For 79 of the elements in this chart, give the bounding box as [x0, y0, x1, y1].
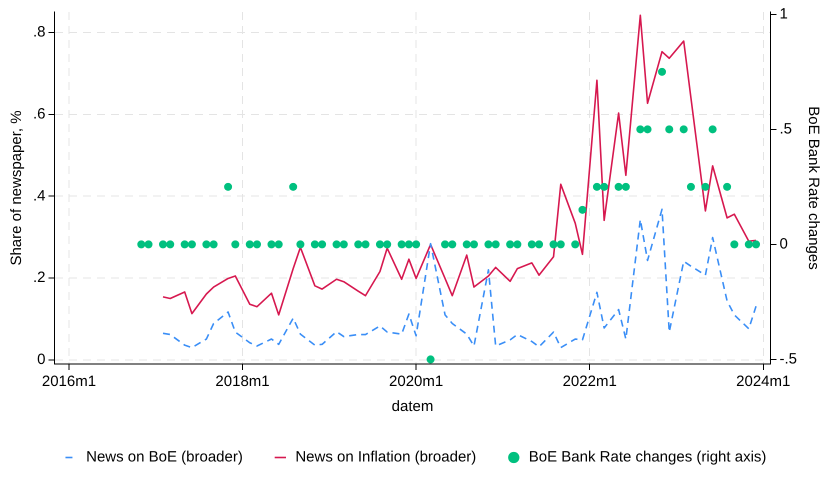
point: [310, 240, 319, 248]
point: [701, 182, 710, 191]
point: [658, 68, 666, 76]
point: [340, 240, 348, 248]
legend-label: News on Inflation (broader): [295, 448, 476, 466]
point: [644, 125, 652, 134]
point: [404, 240, 413, 248]
y-tick-label: .2: [32, 269, 46, 286]
point: [158, 240, 167, 248]
point: [752, 240, 760, 248]
point: [600, 182, 608, 191]
point: [296, 240, 304, 248]
point: [506, 240, 514, 248]
y-tick-label: 0: [37, 351, 46, 368]
y2-tick-label: 1: [779, 5, 788, 22]
point: [188, 240, 196, 248]
point: [535, 240, 544, 248]
point: [210, 240, 218, 248]
point: [708, 125, 717, 134]
point: [744, 240, 753, 248]
point: [289, 182, 298, 191]
point: [665, 125, 674, 134]
point: [448, 240, 456, 248]
y-tick-label: .8: [32, 24, 46, 41]
point: [686, 182, 695, 191]
y2-tick-label: .5: [779, 120, 792, 138]
point: [202, 240, 210, 248]
point: [267, 240, 276, 248]
x-tick-label: 2022m1: [562, 373, 617, 390]
point: [383, 240, 392, 248]
point: [224, 182, 232, 191]
point: [354, 240, 362, 248]
point: [462, 240, 471, 248]
point: [470, 240, 478, 248]
point: [318, 240, 326, 248]
x-tick-label: 2018m1: [215, 373, 270, 390]
point: [166, 240, 174, 248]
y-tick-label: .4: [32, 187, 46, 204]
point: [144, 240, 153, 248]
point: [274, 240, 283, 248]
point: [246, 240, 254, 248]
point: [680, 125, 688, 134]
point: [492, 240, 500, 248]
point: [636, 125, 644, 134]
y-axis-title: Share of newspaper, %: [8, 110, 26, 266]
point: [231, 240, 240, 248]
y2-axis-title: BoE Bank Rate changes: [804, 106, 822, 270]
point: [622, 182, 630, 191]
point: [730, 240, 738, 248]
point: [426, 355, 435, 364]
point: [614, 182, 623, 191]
legend-label: News on BoE (broader): [86, 448, 243, 466]
y-tick-label: .6: [32, 105, 46, 122]
point: [484, 240, 492, 248]
point: [398, 240, 406, 248]
point: [376, 240, 384, 248]
point: [571, 240, 580, 248]
point: [528, 240, 536, 248]
legend-label: BoE Bank Rate changes (right axis): [528, 448, 766, 466]
point: [412, 240, 420, 248]
x-tick-label: 2020m1: [389, 373, 444, 390]
point: [556, 240, 565, 248]
point: [361, 240, 370, 248]
point: [592, 182, 601, 191]
point: [441, 240, 450, 248]
point: [723, 182, 732, 191]
point: [513, 240, 522, 248]
x-tick-label: 2024m1: [736, 373, 790, 390]
y2-tick-label: -.5: [779, 350, 798, 368]
point: [578, 206, 586, 214]
point: [332, 240, 341, 248]
point: [137, 240, 146, 248]
line-series: [162, 208, 757, 348]
x-tick-label: 2016m1: [42, 373, 96, 390]
y2-tick-label: 0: [779, 236, 788, 253]
point: [180, 240, 189, 248]
point: [550, 240, 558, 248]
x-axis-title: datem: [392, 398, 434, 416]
point: [253, 240, 262, 248]
